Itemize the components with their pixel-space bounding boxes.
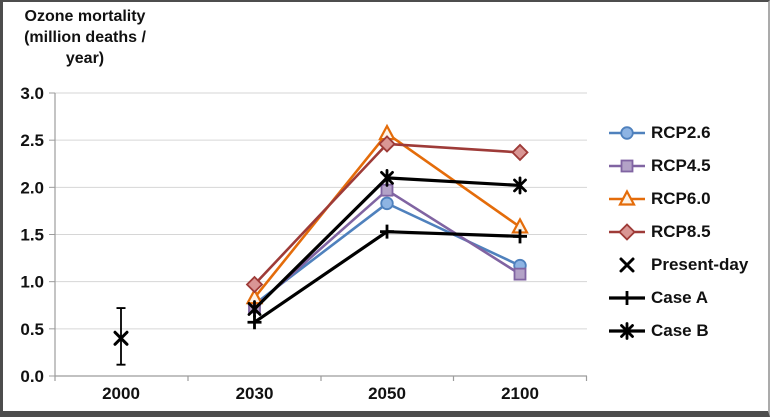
series-rcp8-5 [245,135,529,294]
star-marker [513,176,527,195]
legend-label-rcp6-0: RCP6.0 [651,188,711,208]
diamond-marker [378,135,396,153]
legend-marker-rcp8-5-icon [609,222,645,241]
chart-title-line-1: Ozone mortality [24,8,146,25]
diamond-marker [618,222,636,241]
star-marker [620,321,634,340]
chart-title-line-2: (million deaths / [24,28,146,46]
legend-item-rcp6-0: RCP6.0 [607,182,767,215]
chart-legend: RCP2.6 RCP4.5 RCP6.0 RCP8.5 Present-day … [607,116,767,347]
line-chart-plot-area: 3.0 2.5 2.0 1.5 1.0 0.5 0.0 2000 2030 2050 2100 [20,84,588,403]
x-axis-label: 2000 [102,384,140,403]
legend-label-rcp2-6: RCP2.6 [651,122,711,142]
legend-item-case-b: Case B [607,314,767,347]
series-line [253,142,521,286]
circle-marker [380,196,394,211]
x-marker [113,330,129,346]
star-marker [380,169,394,187]
x-axis-label: 2100 [501,384,539,403]
x-marker [619,257,635,272]
legend-label-rcp8-5: RCP8.5 [651,221,711,241]
legend-item-present-day: Present-day [607,248,767,281]
plus-marker [620,290,634,305]
square-marker [513,267,527,281]
legend-marker-present-day-icon [619,257,635,272]
triangle-marker [618,188,636,206]
legend-label-case-b: Case B [651,320,709,340]
circle-marker [620,125,634,140]
x-axis-label: 2030 [236,384,274,403]
series-case-b [247,169,527,318]
y-axis-label: 3.0 [20,84,44,103]
legend-marker-rcp6-0-icon [609,188,645,206]
y-axis-label: 1.5 [20,226,44,245]
legend-item-rcp4-5: RCP4.5 [607,149,767,182]
y-axis-label: 1.0 [20,273,44,292]
legend-marker-case-b-icon [609,321,645,340]
legend-marker-rcp4-5-icon [609,159,645,172]
legend-marker-case-a-icon [609,290,645,305]
y-axis-label: 2.5 [20,131,44,150]
legend-item-rcp2-6: RCP2.6 [607,116,767,149]
legend-marker-rcp2-6-icon [609,125,645,140]
y-axis-label: 2.0 [20,178,44,197]
legend-label-case-a: Case A [651,287,709,307]
series-line [253,202,521,306]
legend-item-rcp8-5: RCP8.5 [607,215,767,248]
y-axis-label: 0.0 [20,367,44,386]
square-marker [620,159,634,172]
legend-label-rcp4-5: RCP4.5 [651,155,711,175]
star-marker [247,300,262,318]
plus-marker [513,229,527,244]
chart-title-line-3: year) [65,49,105,67]
legend-item-case-a: Case A [607,281,767,314]
diamond-marker [245,275,264,294]
legend-label-present-day: Present-day [651,254,749,274]
diamond-marker [511,143,529,162]
series-present-day [113,307,129,366]
chart-title: Ozone mortality (million deaths / year) [7,7,163,69]
series-line [253,230,521,324]
y-axis-label: 0.5 [20,320,44,339]
x-axis-label: 2050 [368,384,406,403]
plus-marker [380,224,394,239]
